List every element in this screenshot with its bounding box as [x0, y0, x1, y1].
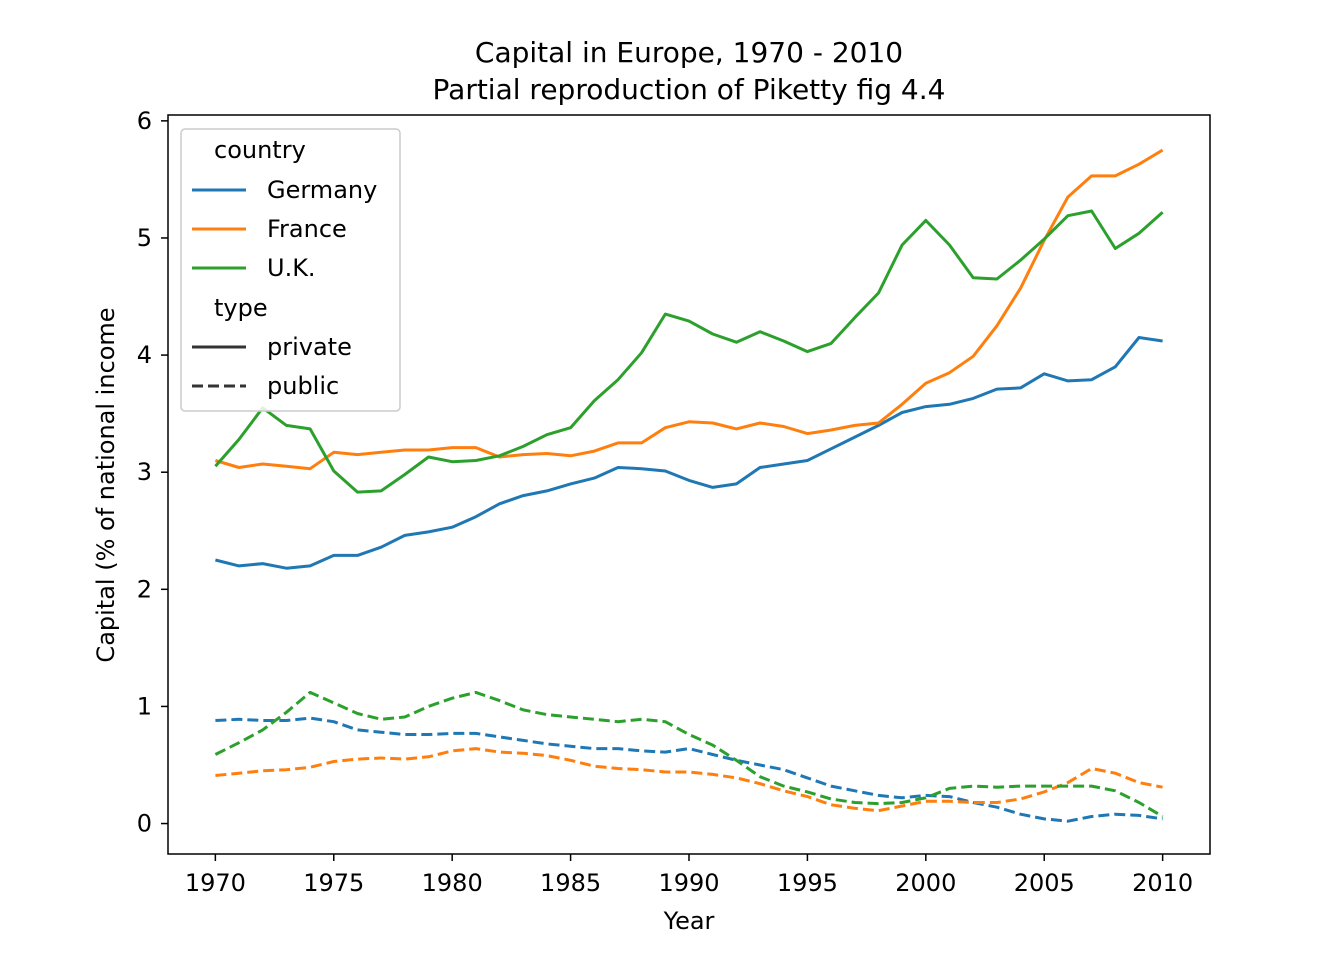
chart-title: Capital in Europe, 1970 - 2010: [475, 36, 903, 69]
x-tick-label: 1990: [658, 869, 719, 897]
legend-label-public: public: [267, 372, 339, 400]
x-tick-label: 1980: [422, 869, 483, 897]
legend: country Germany France U.K. type private…: [180, 128, 401, 412]
x-tick-label: 1975: [303, 869, 364, 897]
y-tick-label: 6: [137, 107, 152, 135]
legend-label-uk: U.K.: [267, 254, 316, 282]
series-line-france-private: [214, 148, 1164, 471]
x-tick-label: 1970: [185, 869, 246, 897]
series-line-uk-private: [214, 209, 1164, 494]
legend-label-france: France: [267, 215, 347, 243]
x-axis: 1970 1975 1980 1985 1990 1995 2000 2005 2010: [185, 854, 1193, 897]
series-line-uk-public: [214, 690, 1164, 818]
y-tick-label: 1: [137, 692, 152, 720]
x-tick-label: 2010: [1132, 869, 1193, 897]
legend-box: [180, 128, 401, 412]
y-tick-label: 5: [137, 224, 152, 252]
chart-subtitle: Partial reproduction of Piketty fig 4.4: [433, 73, 946, 106]
series-lines: [214, 148, 1164, 823]
y-axis-label: Capital (% of national income: [92, 307, 120, 662]
y-tick-label: 0: [137, 810, 152, 838]
x-tick-label: 1985: [540, 869, 601, 897]
legend-title-country: country: [214, 136, 306, 164]
series-line-france-public: [215, 747, 1163, 813]
x-tick-label: 2000: [895, 869, 956, 897]
y-axis: 0 1 2 3 4 5 6: [137, 107, 168, 838]
series-line-germany-public: [215, 716, 1163, 823]
legend-title-type: type: [214, 294, 268, 322]
series-line-germany-private: [215, 336, 1163, 570]
y-tick-label: 4: [137, 341, 152, 369]
legend-label-germany: Germany: [267, 176, 377, 204]
y-tick-label: 2: [137, 575, 152, 603]
y-tick-label: 3: [137, 458, 152, 486]
x-tick-label: 2005: [1014, 869, 1075, 897]
x-axis-label: Year: [663, 907, 715, 935]
legend-label-private: private: [267, 333, 352, 361]
x-tick-label: 1995: [777, 869, 838, 897]
